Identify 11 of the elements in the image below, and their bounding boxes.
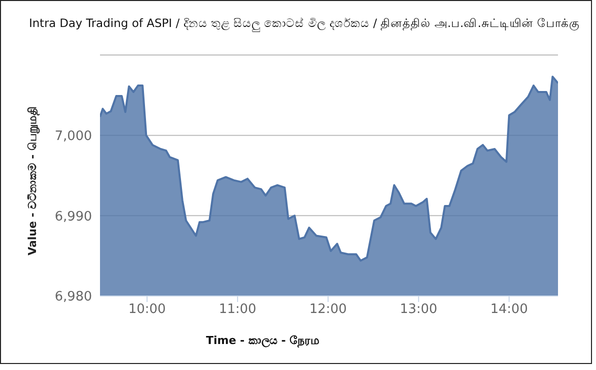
x-tick-label: 12:00: [309, 302, 347, 318]
y-tick-label: 6,990: [54, 209, 92, 224]
y-tick-label: 6,980: [54, 290, 92, 305]
chart-title: Intra Day Trading of ASPI / දිනය තුළ සියලු කොටස් මිල දර්ශකය / தினத்தில் அ.ப.வி.சுட்டியின் போக்கு: [29, 16, 580, 31]
x-tick-label: 10:00: [128, 302, 166, 318]
x-tick-label: 14:00: [490, 302, 528, 318]
y-axis-title: Value - වටිනාකම - பெறுமதி: [26, 106, 40, 256]
y-tick-label: 7,000: [54, 128, 92, 144]
x-tick-label: 11:00: [218, 302, 256, 318]
x-tick-label: 13:00: [400, 302, 438, 318]
x-axis-title: Time - කාලය - நேரம: [206, 334, 320, 348]
